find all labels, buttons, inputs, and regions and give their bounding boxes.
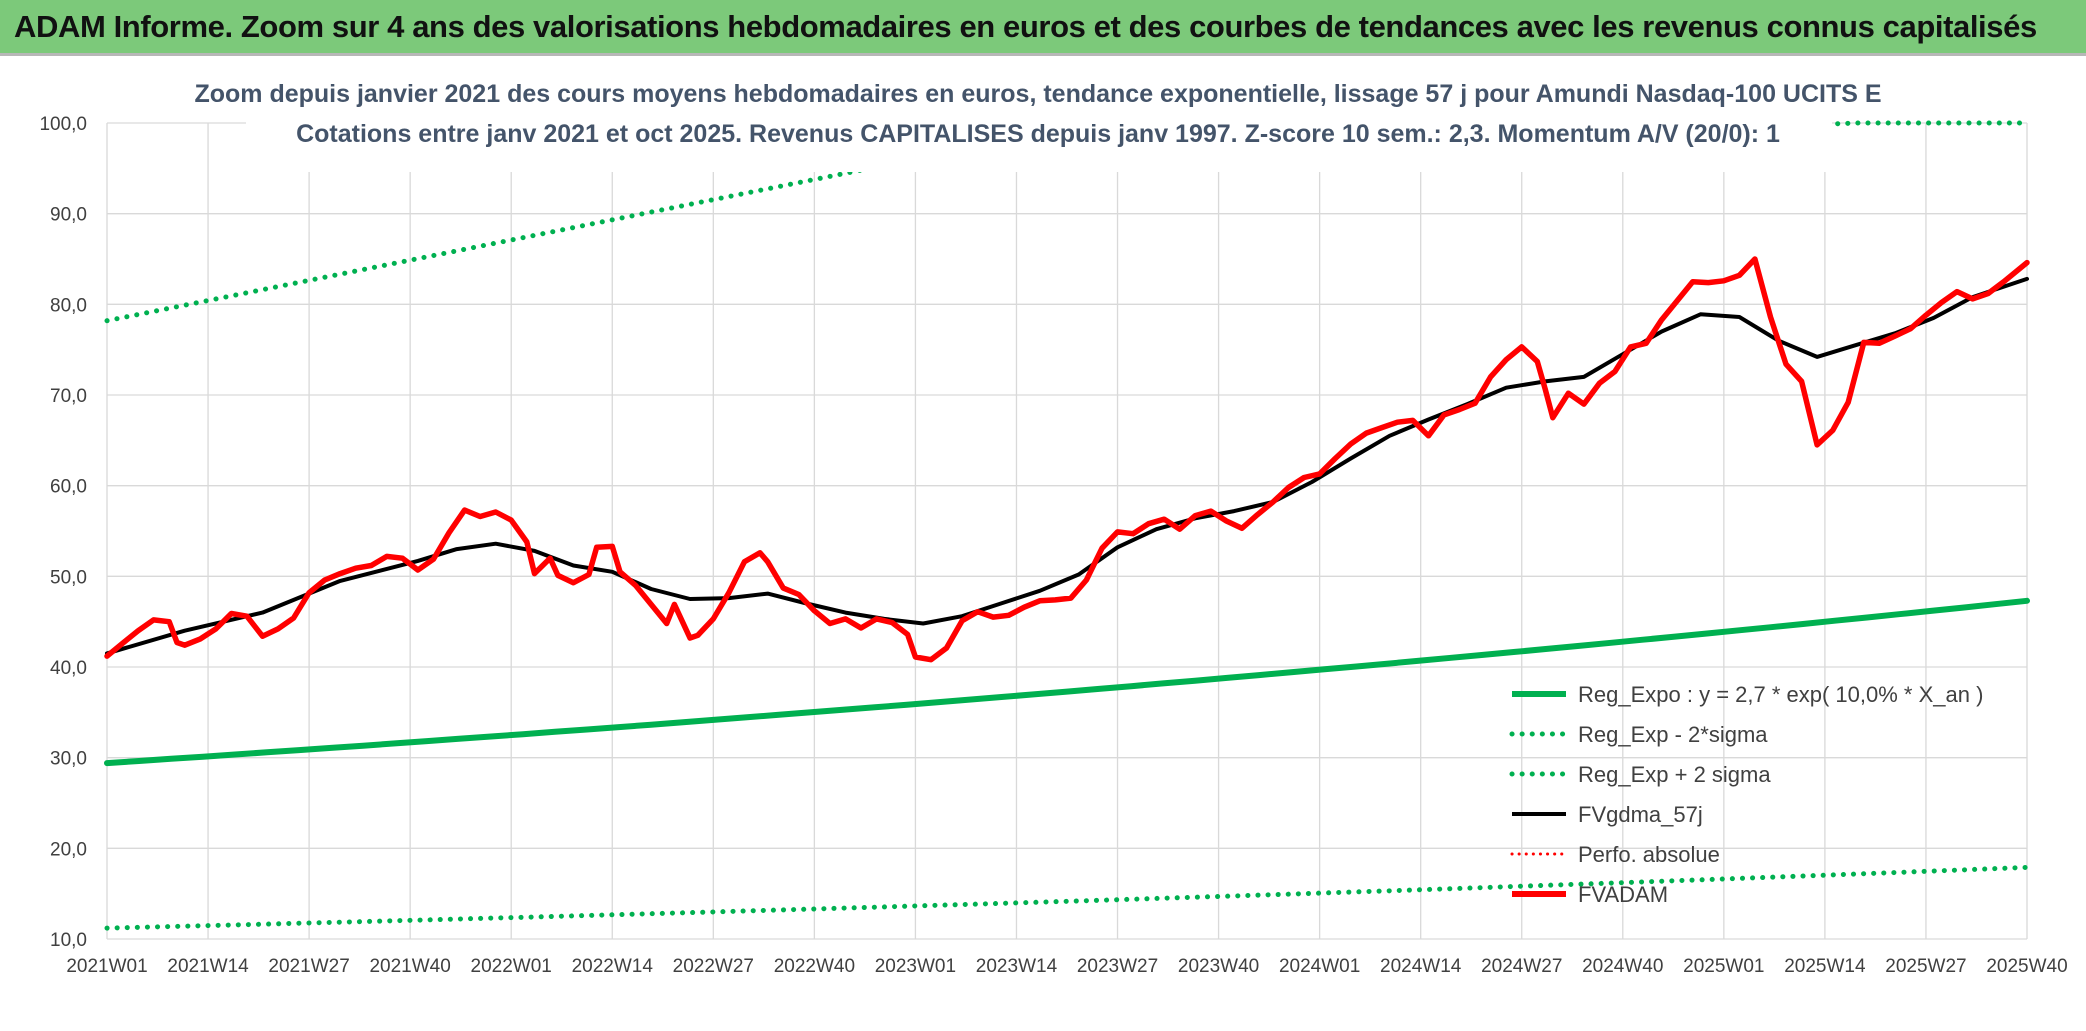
x-tick-label: 2024W27 — [1481, 956, 1562, 977]
y-tick-label: 40,0 — [50, 658, 87, 679]
y-tick-label: 70,0 — [50, 386, 87, 407]
x-tick-label: 2022W40 — [774, 956, 855, 977]
chart-title-line2: Cotations entre janv 2021 et oct 2025. R… — [296, 120, 1780, 148]
y-tick-label: 60,0 — [50, 477, 87, 498]
x-tick-label: 2025W01 — [1683, 956, 1764, 977]
x-tick-label: 2022W01 — [471, 956, 552, 977]
y-tick-label: 100,0 — [39, 114, 87, 135]
report-banner: ADAM Informe. Zoom sur 4 ans des valoris… — [0, 0, 2086, 56]
chart-frame: 10,0 20,0 30,0 40,0 50,0 60,0 70,0 80,0 90,0 100,… — [0, 56, 2086, 1031]
series-fvgdma-57j — [105, 276, 2029, 656]
x-tick-label: 2025W14 — [1784, 956, 1866, 977]
x-tick-label: 2022W14 — [572, 956, 654, 977]
series-reg-expo — [104, 597, 2030, 767]
legend-label-fvadam: FVADAM — [1578, 882, 1668, 907]
series-reg-exp-minus-2-sigma — [104, 864, 2030, 931]
chart-legend: Reg_Expo : y = 2,7 * exp( 10,0% * X_an )… — [1509, 682, 1983, 907]
x-tick-label: 2023W14 — [976, 956, 1058, 977]
y-tick-label: 90,0 — [50, 205, 87, 226]
y-tick-label: 80,0 — [50, 295, 87, 316]
x-tick-label: 2022W27 — [673, 956, 754, 977]
legend-label-fvgdma: FVgdma_57j — [1578, 802, 1703, 827]
chart-title-line1: Zoom depuis janvier 2021 des cours moyen… — [194, 80, 1881, 108]
report-title: ADAM Informe. Zoom sur 4 ans des valoris… — [14, 9, 2037, 44]
legend-label-reg-exp-minus: Reg_Exp - 2*sigma — [1578, 722, 1768, 747]
x-tick-label: 2024W01 — [1279, 956, 1360, 977]
x-tick-label: 2021W01 — [66, 956, 147, 977]
x-tick-label: 2024W40 — [1582, 956, 1663, 977]
grid-layer — [106, 122, 2028, 940]
x-tick-label: 2023W01 — [875, 956, 956, 977]
series-layer — [104, 120, 2030, 931]
x-tick-label: 2021W27 — [268, 956, 349, 977]
x-tick-label: 2024W14 — [1380, 956, 1462, 977]
x-tick-label: 2025W27 — [1885, 956, 1966, 977]
series-fvadam — [104, 256, 2030, 663]
chart-svg: 10,0 20,0 30,0 40,0 50,0 60,0 70,0 80,0 90,0 100,… — [39, 62, 2068, 977]
legend-label-reg-exp-plus: Reg_Exp + 2 sigma — [1578, 762, 1771, 787]
x-tick-label: 2021W40 — [369, 956, 450, 977]
x-tick-label: 2025W40 — [1986, 956, 2067, 977]
y-tick-label: 30,0 — [50, 749, 87, 770]
x-tick-label: 2023W27 — [1077, 956, 1158, 977]
y-tick-label: 50,0 — [50, 567, 87, 588]
chart-title-backdrop — [246, 62, 1832, 172]
y-tick-label: 10,0 — [50, 930, 87, 951]
y-tick-label: 20,0 — [50, 839, 87, 860]
x-tick-label: 2023W40 — [1178, 956, 1259, 977]
axis-layer: 10,0 20,0 30,0 40,0 50,0 60,0 70,0 80,0 90,0 100,… — [39, 114, 2067, 977]
legend-label-perfo-absolue: Perfo. absolue — [1578, 842, 1720, 867]
x-tick-label: 2021W14 — [167, 956, 249, 977]
legend-label-reg-expo: Reg_Expo : y = 2,7 * exp( 10,0% * X_an ) — [1578, 682, 1983, 707]
